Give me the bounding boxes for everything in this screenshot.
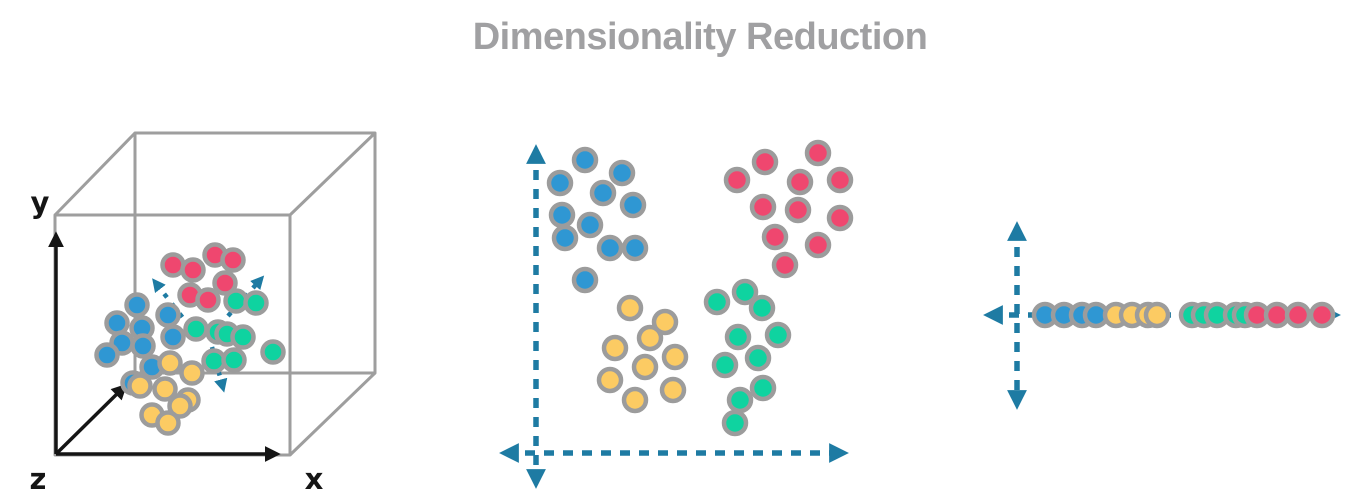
data-point-red: [761, 223, 789, 251]
data-point-red: [786, 168, 814, 196]
data-point-green: [711, 351, 739, 379]
data-point-red: [220, 247, 246, 273]
data-point-yellow: [155, 410, 181, 436]
data-point-red: [751, 148, 779, 176]
data-point-green: [183, 316, 209, 342]
data-point-yellow: [167, 393, 193, 419]
data-point-red: [1263, 301, 1291, 329]
cube-back-face: [133, 131, 377, 375]
data-point-red: [723, 166, 751, 194]
data-point-green: [748, 294, 776, 322]
data-point-blue: [548, 201, 576, 229]
panel-2d: [499, 139, 854, 489]
data-point-red: [804, 231, 832, 259]
data-point-yellow: [179, 360, 205, 386]
data-point-yellow: [651, 308, 679, 336]
data-point-green: [703, 288, 731, 316]
cube-points: [94, 242, 286, 436]
data-point-red: [212, 270, 238, 296]
data-point-blue: [571, 266, 599, 294]
data-point-yellow: [661, 343, 689, 371]
data-point-yellow: [601, 334, 629, 362]
z-axis-label: z: [30, 462, 47, 496]
data-point-blue: [94, 342, 120, 368]
data-point-green: [749, 374, 777, 402]
data-point-red: [749, 193, 777, 221]
data-point-blue: [619, 191, 647, 219]
data-point-red: [195, 287, 221, 313]
data-point-blue: [124, 292, 150, 318]
panel-3d: y z x: [30, 131, 377, 496]
data-point-red: [160, 252, 186, 278]
data-point-blue: [104, 310, 130, 336]
data-point-red: [1308, 301, 1336, 329]
z-axis: [54, 383, 128, 456]
cube-edge-top-left: [53, 131, 137, 217]
data-point-red: [771, 251, 799, 279]
data-point-yellow: [636, 324, 664, 352]
data-point-blue: [589, 179, 617, 207]
data-point-blue: [130, 333, 156, 359]
data-point-green: [223, 288, 249, 314]
data-point-blue: [621, 234, 649, 262]
data-point-red: [804, 139, 832, 167]
data-point-yellow: [659, 376, 687, 404]
data-point-red: [180, 257, 206, 283]
x-axis-label: x: [305, 462, 324, 496]
data-point-blue: [551, 224, 579, 252]
data-point-red: [1284, 301, 1312, 329]
data-point-yellow: [152, 376, 178, 402]
data-point-green: [243, 290, 269, 316]
diagram-title: Dimensionality Reduction: [473, 16, 928, 58]
data-point-yellow: [631, 353, 659, 381]
data-point-red: [826, 166, 854, 194]
data-point-yellow: [157, 350, 183, 376]
data-point-yellow: [596, 366, 624, 394]
data-point-blue: [608, 159, 636, 187]
data-point-yellow: [127, 373, 153, 399]
data-point-blue: [155, 302, 181, 328]
data-point-yellow: [621, 386, 649, 414]
data-point-blue: [160, 324, 186, 350]
data-point-blue: [576, 211, 604, 239]
data-point-green: [221, 347, 247, 373]
data-point-red: [826, 204, 854, 232]
data-point-green: [230, 324, 256, 350]
data-point-blue: [571, 146, 599, 174]
data-point-blue: [546, 169, 574, 197]
pc-arrow: [226, 275, 265, 318]
scatter-2d-points: [546, 139, 854, 437]
data-point-yellow: [616, 294, 644, 322]
data-point-yellow: [1143, 301, 1171, 329]
data-point-green: [764, 321, 792, 349]
data-point-green: [260, 339, 286, 365]
data-point-red: [784, 196, 812, 224]
projection-1d-points: [1031, 301, 1336, 329]
data-point-green: [731, 278, 759, 306]
data-point-green: [721, 409, 749, 437]
xyz-axes: [48, 231, 281, 462]
cube-edge-bottom-right: [288, 371, 377, 457]
panel-1d: [983, 221, 1341, 410]
data-point-green: [726, 386, 754, 414]
data-point-green: [744, 344, 772, 372]
data-point-blue: [596, 234, 624, 262]
data-point-green: [724, 323, 752, 351]
cube-edge-top-right: [288, 131, 377, 217]
y-axis-label: y: [31, 186, 50, 220]
